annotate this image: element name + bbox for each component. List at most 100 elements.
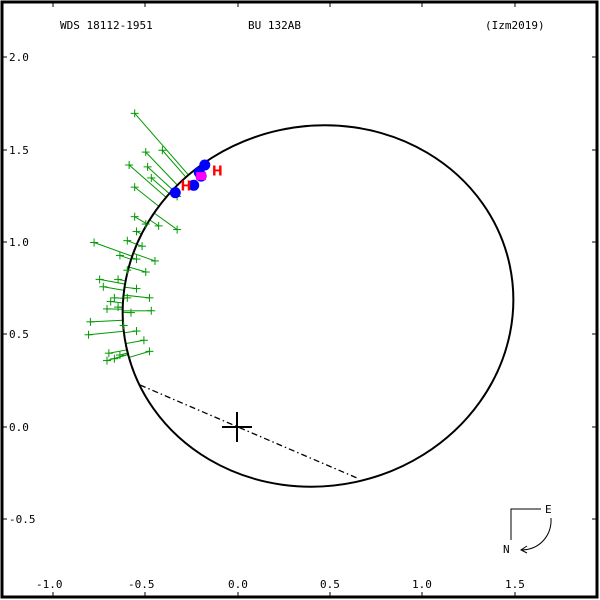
residual-line <box>134 113 189 176</box>
left-ticks <box>2 56 7 520</box>
observation-plus-icon <box>147 173 156 182</box>
svg-text:1.5: 1.5 <box>9 144 29 157</box>
reference-label: (Izm2019) <box>485 19 545 32</box>
observation-plus-icon <box>115 351 124 360</box>
observation-plus-icon <box>115 251 124 260</box>
residual-line <box>133 252 156 262</box>
residual-lines <box>88 113 189 362</box>
residual-line <box>149 219 159 227</box>
svg-text:-1.0: -1.0 <box>36 578 63 591</box>
residual-line <box>134 186 160 207</box>
svg-text:2.0: 2.0 <box>9 51 29 64</box>
highlight-marker-icon <box>196 172 207 181</box>
hipparcos-label: H <box>180 179 191 194</box>
residual-line <box>128 350 150 358</box>
x-tick-labels: -1.0 -0.5 0.0 0.5 1.0 1.5 <box>36 578 525 591</box>
svg-text:-0.5: -0.5 <box>9 513 36 526</box>
svg-text:0.0: 0.0 <box>228 578 248 591</box>
observation-plus-icon <box>110 354 119 363</box>
observation-plus-icon <box>145 347 154 356</box>
wds-id-label: WDS 18112-1951 <box>60 19 153 32</box>
residual-line <box>127 240 138 245</box>
observation-plus-icon <box>132 255 141 264</box>
observation-plus-icon <box>139 336 148 345</box>
observation-plus-icon <box>130 109 139 118</box>
observation-plus-icon <box>132 227 141 236</box>
observation-plus-icon <box>132 284 141 293</box>
speckle-dot-icon <box>169 187 181 199</box>
orbit-ellipse <box>121 124 515 488</box>
discoverer-label: BU 132AB <box>248 19 301 32</box>
hipparcos-label: H <box>212 165 223 180</box>
observation-plus-icon <box>103 304 112 313</box>
observation-plus-icon <box>150 256 159 265</box>
observation-plus-icon <box>141 268 150 277</box>
observation-plus-icon <box>173 225 182 234</box>
observation-plus-icon <box>99 282 108 291</box>
observation-plus-icon <box>95 275 104 284</box>
observation-plus-icon <box>110 293 119 302</box>
residual-line <box>161 149 187 178</box>
bottom-ticks <box>52 592 516 597</box>
residual-line <box>125 339 144 345</box>
observation-plus-icon <box>90 238 99 247</box>
svg-text:0.0: 0.0 <box>9 421 29 434</box>
micrometer-observations <box>84 109 182 365</box>
residual-line <box>103 286 125 291</box>
observation-plus-icon <box>154 221 163 230</box>
observation-plus-icon <box>130 183 139 192</box>
svg-text:1.0: 1.0 <box>412 578 432 591</box>
observation-plus-icon <box>104 349 113 358</box>
svg-text:-0.5: -0.5 <box>128 578 155 591</box>
compass-north-label: N <box>503 543 510 556</box>
residual-line <box>150 177 170 194</box>
residual-line <box>119 254 132 260</box>
residual-line <box>123 294 150 299</box>
observation-plus-icon <box>123 293 132 302</box>
observation-plus-icon <box>141 148 150 157</box>
residual-line <box>145 151 178 186</box>
observation-plus-icon <box>143 162 152 171</box>
compass-icon <box>510 508 552 554</box>
observation-plus-icon <box>123 236 132 245</box>
primary-crosshair-icon <box>222 412 252 442</box>
observation-plus-icon <box>130 212 139 221</box>
svg-text:1.5: 1.5 <box>505 578 525 591</box>
observation-plus-icon <box>114 303 123 312</box>
compass-east-label: E <box>545 503 552 516</box>
observation-plus-icon <box>145 293 154 302</box>
observation-plus-icon <box>123 266 132 275</box>
line-of-nodes <box>139 384 358 479</box>
speckle-dot-icon <box>188 179 200 191</box>
residual-line <box>90 319 123 323</box>
observation-plus-icon <box>126 308 135 317</box>
svg-text:0.5: 0.5 <box>9 328 29 341</box>
y-tick-labels: 2.0 1.5 1.0 0.5 0.0 -0.5 <box>9 51 36 526</box>
top-ticks <box>52 2 516 7</box>
residual-line <box>99 278 126 285</box>
residual-line <box>153 212 178 230</box>
residual-line <box>108 349 128 354</box>
right-ticks <box>592 56 597 520</box>
observation-plus-icon <box>138 242 147 251</box>
observation-plus-icon <box>147 306 156 315</box>
residual-line <box>128 266 146 273</box>
observation-plus-icon <box>158 146 167 155</box>
residual-line <box>128 164 167 198</box>
hipparcos-labels: HH <box>180 165 222 195</box>
observation-plus-icon <box>86 317 95 326</box>
observation-plus-icon <box>84 330 93 339</box>
observation-plus-icon <box>141 220 150 229</box>
residual-line <box>147 166 174 191</box>
residual-line <box>134 216 148 225</box>
observation-plus-icon <box>125 161 134 170</box>
observation-plus-icon <box>132 327 141 336</box>
svg-text:1.0: 1.0 <box>9 236 29 249</box>
highlighted-observations <box>196 172 207 181</box>
residual-line <box>93 242 133 257</box>
residual-line <box>106 353 129 362</box>
observation-plus-icon <box>114 275 123 284</box>
observation-plus-icon <box>119 321 128 330</box>
